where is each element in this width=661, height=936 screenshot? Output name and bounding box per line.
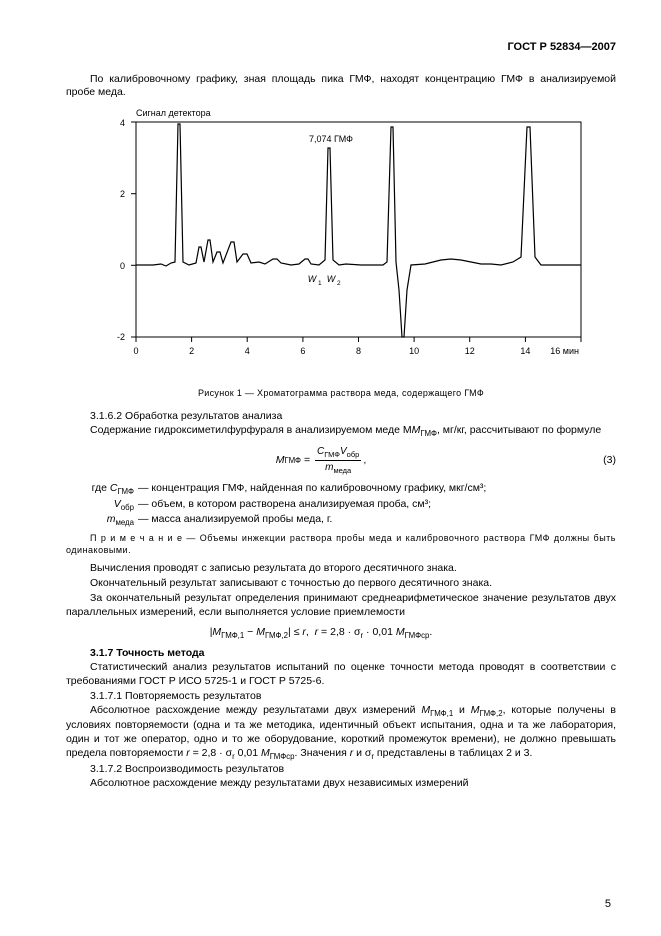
y-axis-label: Сигнал детектора (136, 108, 211, 118)
section-3162-head: 3.1.6.2 Обработка результатов анализа (66, 410, 616, 424)
svg-text:2: 2 (120, 189, 125, 199)
intro-para: По калибровочному графику, зная площадь … (66, 73, 616, 101)
svg-text:8: 8 (356, 346, 361, 356)
svg-text:2: 2 (337, 280, 341, 287)
svg-text:2: 2 (189, 346, 194, 356)
svg-text:10: 10 (409, 346, 419, 356)
svg-text:12: 12 (465, 346, 475, 356)
svg-text:14: 14 (520, 346, 530, 356)
svg-text:0: 0 (133, 346, 138, 356)
formula-3: MГМФ = CГМФVобр mмеда , (3) (66, 445, 616, 476)
where-block: где CГМФ — концентрация ГМФ, найденная п… (66, 482, 616, 528)
page-number: 5 (605, 897, 611, 912)
svg-text:W: W (308, 274, 318, 284)
section-317-text: Статистический анализ результатов испыта… (66, 661, 616, 689)
svg-text:4: 4 (245, 346, 250, 356)
svg-text:6: 6 (300, 346, 305, 356)
calc-p2: Окончательный результат записывают с точ… (66, 577, 616, 591)
svg-text:1: 1 (318, 280, 322, 287)
formula-r: |MГМФ,1 − MГМФ,2| ≤ r, r = 2,8 · σr · 0,… (66, 626, 616, 641)
svg-text:4: 4 (120, 118, 125, 128)
figure-caption: Рисунок 1 — Хроматограмма раствора меда,… (66, 388, 616, 400)
svg-text:16 мин: 16 мин (550, 346, 579, 356)
note: П р и м е ч а н и е — Объемы инжекции ра… (66, 533, 616, 557)
section-3171-text: Абсолютное расхождение между результатам… (66, 704, 616, 763)
section-317-head: 3.1.7 Точность метода (66, 647, 616, 661)
section-3172-head: 3.1.7.2 Воспроизводимость результатов (66, 763, 616, 777)
section-3162-text: Содержание гидроксиметилфурфураля в анал… (66, 424, 616, 439)
svg-text:-2: -2 (117, 332, 125, 342)
section-3171-head: 3.1.7.1 Повторяемость результатов (66, 690, 616, 704)
chromatogram-figure: -2 0 2 4 0 2 4 6 8 10 12 14 16 мин Сигна… (81, 102, 601, 382)
calc-p1: Вычисления проводят с записью результата… (66, 562, 616, 576)
svg-text:0: 0 (120, 261, 125, 271)
svg-text:W: W (327, 274, 337, 284)
peak-label: 7,074 ГМФ (309, 134, 353, 144)
section-3172-text: Абсолютное расхождение между результатам… (66, 777, 616, 791)
calc-p3: За окончательный результат определения п… (66, 592, 616, 620)
doc-header: ГОСТ Р 52834—2007 (66, 40, 616, 55)
